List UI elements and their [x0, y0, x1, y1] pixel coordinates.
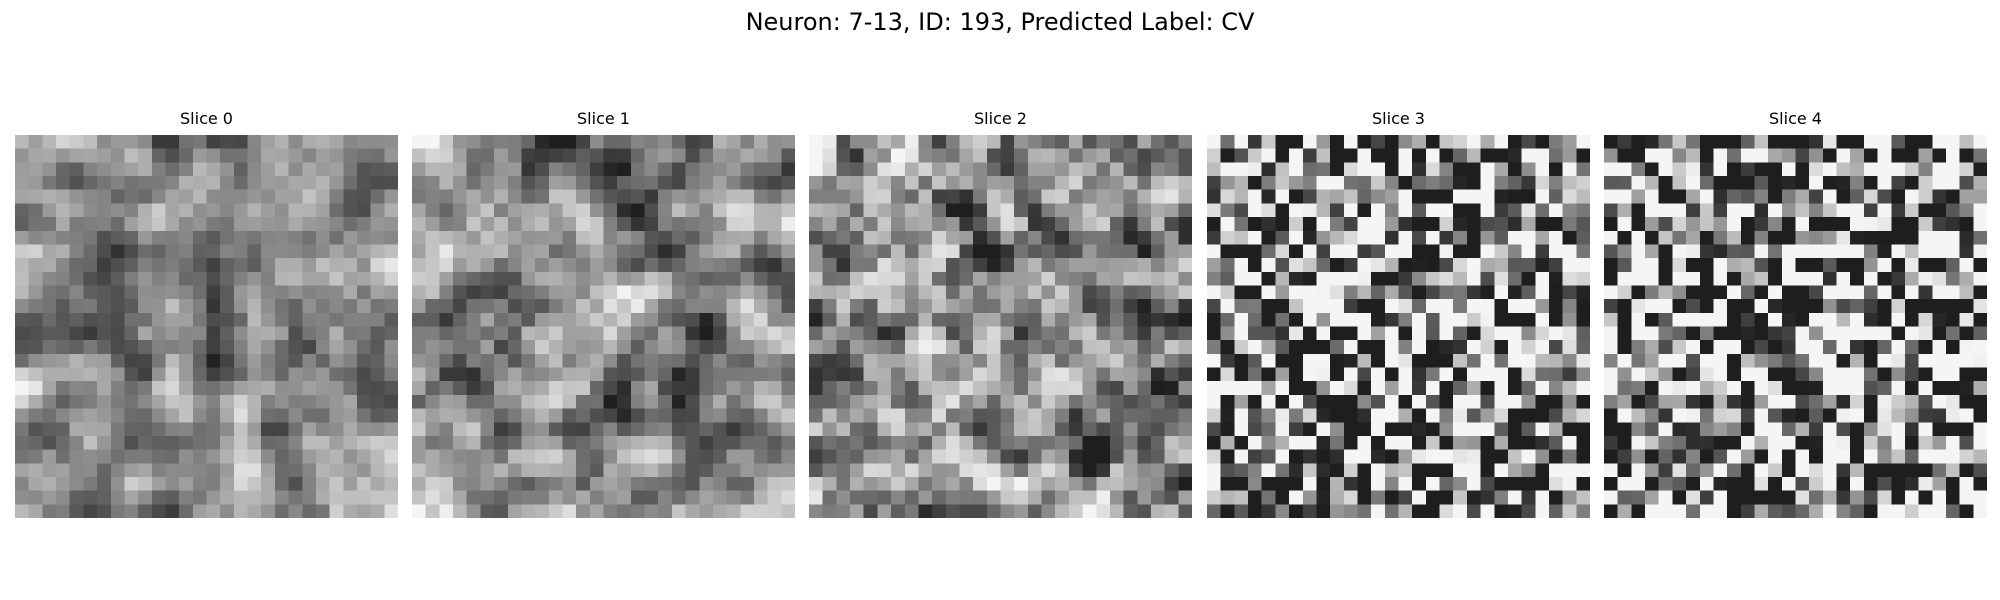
slice-image — [412, 135, 795, 518]
slice-panel-title: Slice 2 — [974, 109, 1027, 128]
slice-panel: Slice 0 — [15, 108, 398, 518]
slice-image — [15, 135, 398, 518]
slice-panel: Slice 4 — [1604, 108, 1987, 518]
figure-title: Neuron: 7-13, ID: 193, Predicted Label: … — [745, 8, 1255, 36]
slice-image — [809, 135, 1192, 518]
slice-image — [1207, 135, 1590, 518]
slice-panel: Slice 2 — [809, 108, 1192, 518]
slice-panel-title: Slice 0 — [180, 109, 233, 128]
slice-panel-title: Slice 3 — [1372, 109, 1425, 128]
slice-panel: Slice 1 — [412, 108, 795, 518]
slice-panel-title: Slice 1 — [577, 109, 630, 128]
slice-panel-title: Slice 4 — [1769, 109, 1822, 128]
slice-panel: Slice 3 — [1207, 108, 1590, 518]
slice-image — [1604, 135, 1987, 518]
